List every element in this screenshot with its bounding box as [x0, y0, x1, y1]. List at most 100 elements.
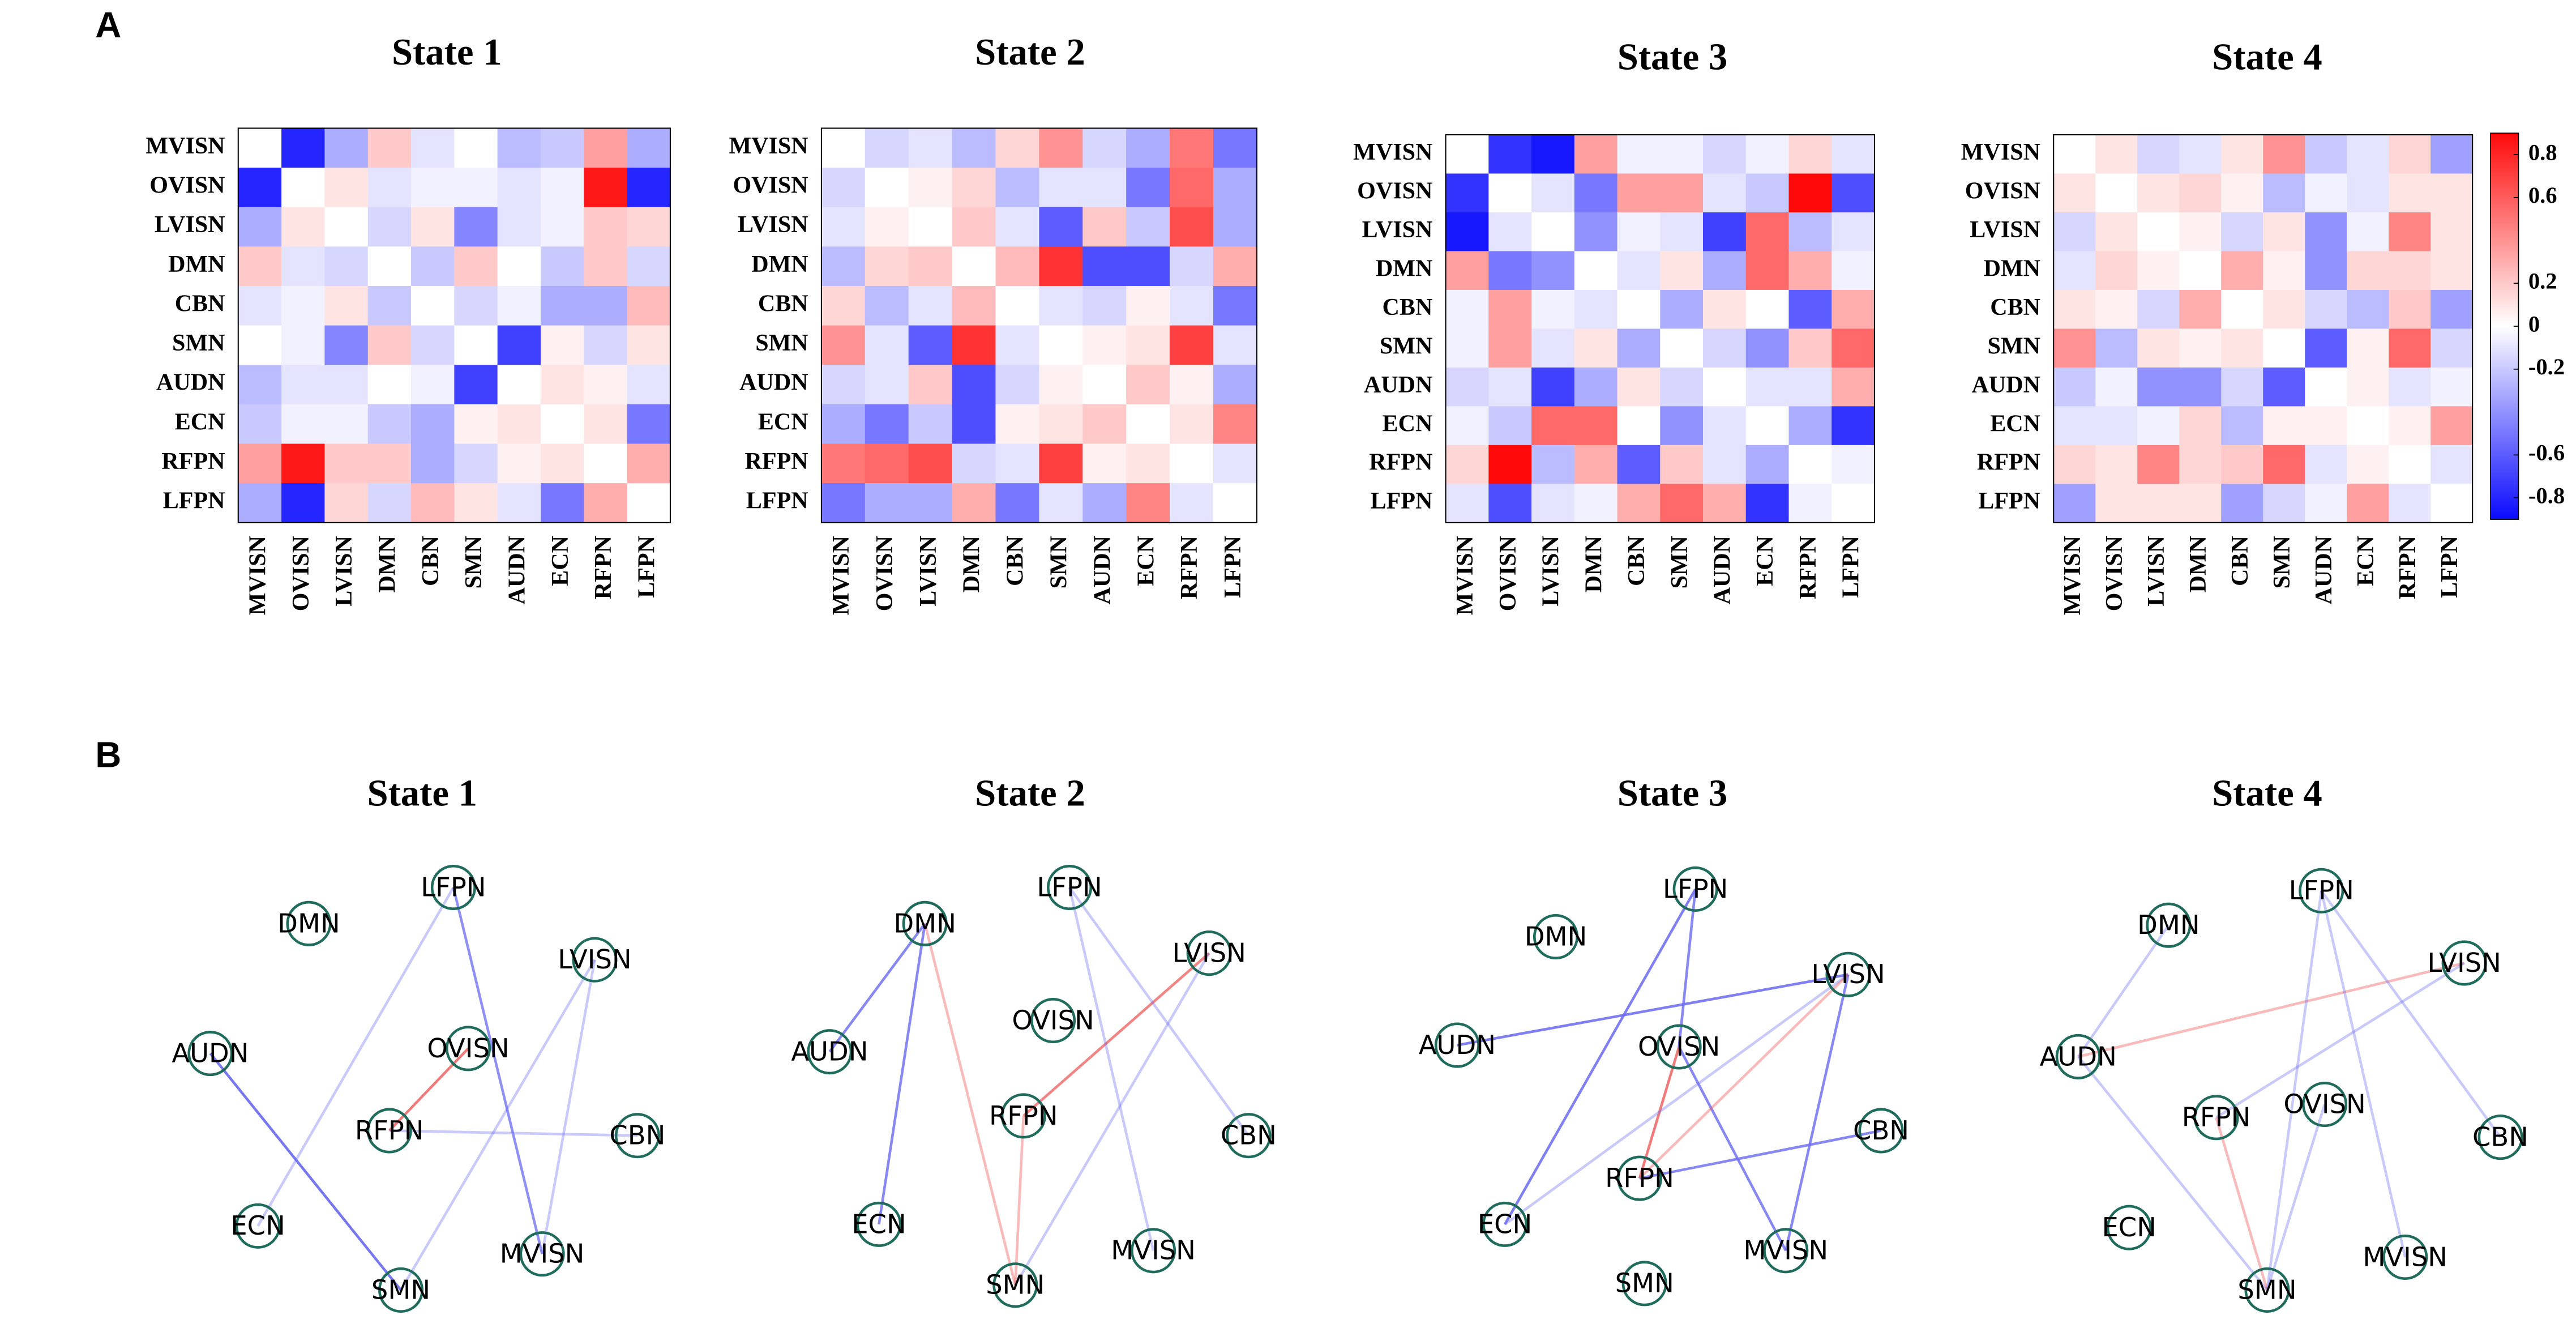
heatmap-cell [584, 483, 628, 523]
heatmap-cell [952, 443, 996, 484]
network-node [430, 864, 476, 911]
heatmap-cell [2389, 289, 2432, 330]
y-tick-label: OVISN [1965, 178, 2040, 204]
network-node [1858, 1108, 1904, 1154]
network-node [2382, 1234, 2428, 1280]
heatmap-cell [281, 404, 326, 445]
heatmap-cell [281, 325, 326, 366]
heatmap-cell [1702, 328, 1747, 368]
x-tick-label: ECN [1133, 536, 1159, 586]
heatmap-cell [2095, 367, 2138, 407]
y-tick-label: DMN [1984, 255, 2040, 281]
heatmap-frame [237, 127, 671, 523]
heatmap-cell [2221, 406, 2264, 446]
heatmap-cell [584, 443, 628, 484]
heatmap-cell [1832, 173, 1875, 213]
heatmap-cell [1531, 328, 1575, 368]
y-tick-label: SMN [755, 330, 808, 356]
network-node-label: RFPN [1605, 1163, 1674, 1193]
heatmap-cell [2305, 251, 2348, 291]
heatmap-cell [1745, 289, 1790, 330]
heatmap-cell [1126, 443, 1170, 484]
heatmap-cell [1445, 212, 1490, 252]
heatmap-cell [2221, 484, 2264, 523]
network-node [2299, 868, 2344, 913]
heatmap-cell [1832, 328, 1875, 368]
heatmap-cell [411, 285, 455, 326]
heatmap-cell [1039, 404, 1084, 445]
heatmap-cell [627, 483, 671, 523]
x-tick-label: RFPN [1176, 536, 1203, 599]
network-edge [1638, 974, 1850, 1180]
heatmap-cell [1531, 134, 1575, 174]
heatmap-cell [1488, 251, 1532, 291]
heatmap-cell [1574, 367, 1618, 407]
network-node-label: RFPN [989, 1100, 1058, 1131]
heatmap-cell [1788, 212, 1833, 252]
x-tick-label: RFPN [590, 536, 617, 599]
heatmap-cell [2263, 367, 2306, 407]
network-edge [389, 1129, 637, 1137]
heatmap-cell [1832, 367, 1875, 407]
x-tick-label: AUDN [504, 536, 530, 605]
heatmap-cell [2179, 328, 2222, 368]
heatmap-cell [281, 483, 326, 523]
colorbar-tick-label: 0 [2528, 311, 2540, 336]
network-edge [2266, 890, 2323, 1291]
heatmap-cell [1445, 289, 1490, 330]
network-node [1656, 1024, 1702, 1070]
heatmap-cell [821, 207, 866, 247]
heatmap-cell [1445, 173, 1490, 213]
heatmap-cell [1574, 328, 1618, 368]
heatmap-cell [1213, 246, 1257, 287]
network-edge [1014, 952, 1210, 1286]
heatmap-cell [540, 443, 585, 484]
x-tick-label: RFPN [2395, 536, 2421, 599]
heatmap-cell [1660, 212, 1704, 252]
heatmap-cell [1170, 443, 1214, 484]
heatmap-cell [995, 168, 1040, 208]
network-node-label: DMN [1525, 921, 1587, 951]
y-tick-label: RFPN [1977, 450, 2040, 476]
heatmap-cell [497, 168, 541, 208]
network-node-label: AUDN [791, 1036, 868, 1067]
network-node [1226, 1113, 1272, 1159]
heatmap-cell [367, 325, 412, 366]
heatmap-cell [1745, 251, 1790, 291]
heatmap-cell [584, 365, 628, 405]
heatmap-cell [540, 483, 585, 523]
heatmap-cell [2179, 445, 2222, 485]
heatmap-cell [1660, 251, 1704, 291]
network-edge [1504, 888, 1697, 1226]
heatmap-cell [2347, 484, 2390, 523]
heatmap-cell [2389, 445, 2432, 485]
y-tick-label: MVISN [146, 133, 225, 159]
network-node-label: DMN [893, 908, 956, 938]
heatmap-cell [2430, 367, 2474, 407]
heatmap-cell [1788, 173, 1833, 213]
heatmap-cell [1082, 207, 1127, 247]
network-node-label: OVISN [2283, 1088, 2365, 1119]
heatmap-cell [324, 365, 369, 405]
network-edge [878, 923, 927, 1225]
heatmap-cell [281, 168, 326, 208]
heatmap-cell [1170, 168, 1214, 208]
network-node [286, 900, 332, 946]
network-title: State 3 [1618, 773, 1728, 814]
x-tick-label: LFPN [2437, 536, 2463, 598]
heatmap-cell [324, 325, 369, 366]
heatmap-cell [540, 365, 585, 405]
heatmap-cell [821, 246, 866, 287]
heatmap-cell [1617, 134, 1661, 174]
heatmap-cell [2305, 134, 2348, 174]
heatmap-cell [411, 365, 455, 405]
colorbar-tick-label: 0.8 [2528, 139, 2557, 165]
heatmap-cell [1702, 445, 1747, 485]
heatmap-cell [2179, 212, 2222, 252]
heatmap-cell [2137, 212, 2180, 252]
panel-label: B [95, 735, 121, 775]
heatmap-cell [497, 404, 541, 445]
heatmap-cell [2305, 367, 2348, 407]
network-edge [256, 886, 455, 1227]
